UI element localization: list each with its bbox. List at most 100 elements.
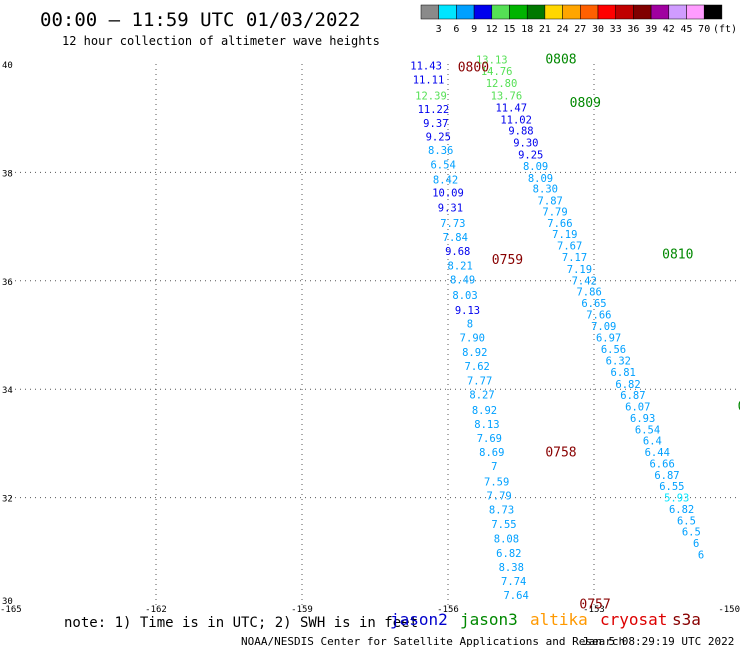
jason3-point-label: 13.13 [476, 55, 508, 67]
jason3-point-label: 12.80 [486, 78, 518, 90]
colorbar-tick-label: 39 [645, 24, 657, 35]
colorbar-swatch [615, 4, 634, 20]
jason2-point-label: 8.08 [494, 533, 519, 545]
jason3-point-label: 8.09 [528, 173, 553, 185]
footer-timestamp: Jan 5 08:29:19 UTC 2022 [582, 635, 734, 648]
time-label: 0810 [662, 248, 693, 263]
jason3-point-label: 14.76 [481, 66, 513, 78]
time-label: 0758 [545, 446, 576, 461]
x-tick-label: -165 [0, 605, 22, 615]
legend-cryosat: cryosat [600, 610, 667, 629]
jason2-point-label: 11.11 [413, 75, 445, 87]
jason2-point-label: 8.36 [428, 145, 453, 157]
jason2-point-label: 8.21 [448, 261, 473, 273]
legend-jason2: jason2 [390, 610, 448, 629]
jason2-point-label: 7.69 [477, 433, 502, 445]
x-tick-label: -162 [145, 605, 167, 615]
y-tick-label: 30 [2, 597, 13, 607]
jason3-point-label: 7.67 [557, 241, 582, 253]
colorbar-tick-label: 21 [539, 24, 551, 35]
colorbar-tick-label: 15 [503, 24, 515, 35]
jason2-point-label: 8 [467, 319, 473, 331]
jason3-point-label: 6.66 [649, 458, 674, 470]
jason2-point-label: 8.42 [433, 174, 458, 186]
jason3-point-label: 7.87 [538, 196, 563, 208]
jason3-point-label: 6.55 [659, 481, 684, 493]
colorbar-tick-label: 12 [486, 24, 498, 35]
jason3-point-label: 6.5 [677, 515, 696, 527]
jason3-point-label: 9.30 [513, 138, 538, 150]
legend: jason2 jason3 altika cryosat s3a [390, 610, 701, 629]
jason2-point-label: 8.73 [489, 505, 514, 517]
colorbar-swatch [633, 4, 652, 20]
jason3-point-label: 6 [698, 550, 704, 562]
colorbar-swatch [456, 4, 475, 20]
jason2-point-label: 7.62 [465, 361, 490, 373]
jason3-point-label: 6.56 [601, 344, 626, 356]
jason2-point-label: 8.27 [469, 390, 494, 402]
plot-grid [10, 64, 740, 606]
colorbar-tick-label: 18 [521, 24, 533, 35]
colorbar-swatch [438, 4, 457, 20]
chart-subtitle: 12 hour collection of altimeter wave hei… [62, 34, 380, 48]
colorbar-tick-label: 6 [453, 24, 459, 35]
x-tick-label: -150 [718, 605, 740, 615]
colorbar-tick-label: 3 [436, 24, 442, 35]
jason2-point-label: 7.77 [467, 376, 492, 388]
colorbar-swatch [491, 4, 510, 20]
x-axis-ticks: -165 -162 -159 -156 -153 -150 [0, 605, 740, 615]
jason3-point-label: 8.30 [533, 184, 558, 196]
time-label: 0757 [579, 597, 610, 612]
time-label: 08 [738, 399, 740, 414]
colorbar: 3 6 9 12 15 18 21 24 27 30 33 36 39 42 45 70 [420, 4, 723, 35]
colorbar-tick-label: 45 [680, 24, 692, 35]
colorbar-swatch [509, 4, 528, 20]
colorbar-swatch [526, 4, 546, 20]
jason2-point-label: 7.90 [460, 333, 485, 345]
jason3-point-label: 6.5 [682, 527, 701, 539]
jason2-point-label: 8.49 [450, 275, 475, 287]
chart-title: 00:00 – 11:59 UTC 01/03/2022 [40, 9, 360, 31]
footer-note: note: 1) Time is in UTC; 2) SWH is in fe… [64, 615, 418, 631]
jason2-point-label: 9.68 [445, 246, 470, 258]
jason3-point-label: 6.32 [606, 355, 631, 367]
jason2-point-label: 8.03 [452, 290, 477, 302]
colorbar-tick-label: 24 [557, 24, 569, 35]
colorbar-tick-label: 30 [592, 24, 604, 35]
time-labels: 0800 0808 0809 0759 0810 08 0758 0757 [458, 53, 740, 613]
jason2-point-label: 7 [491, 461, 497, 473]
jason3-point-label: 7.42 [572, 275, 597, 287]
colorbar-swatch [473, 4, 493, 20]
colorbar-swatch [650, 4, 670, 20]
jason3-point-label: 13.76 [491, 90, 523, 102]
colorbar-tick-label: 9 [471, 24, 477, 35]
y-tick-label: 34 [2, 386, 13, 396]
x-tick-label: -153 [583, 605, 605, 615]
colorbar-tick-label: 33 [610, 24, 622, 35]
legend-altika: altika [530, 610, 588, 629]
jason2-point-label: 8.92 [472, 405, 497, 417]
colorbar-tick-label: 27 [574, 24, 586, 35]
colorbar-swatch [544, 4, 563, 20]
y-tick-label: 36 [2, 278, 13, 288]
jason2-point-label: 11.43 [410, 61, 442, 73]
jason3-point-label: 11.47 [495, 102, 527, 114]
jason3-point-label: 6.97 [596, 333, 621, 345]
colorbar-tick-label: 70 [698, 24, 710, 35]
jason3-point-label: 6.87 [620, 390, 645, 402]
footer-credit: NOAA/NESDIS Center for Satellite Applica… [241, 635, 625, 648]
jason3-point-label: 7.79 [542, 206, 567, 218]
x-tick-label: -156 [437, 605, 459, 615]
jason2-point-label: 6.82 [496, 548, 521, 560]
jason3-point-label: 6.82 [669, 504, 694, 516]
jason2-point-label: 8.13 [474, 419, 499, 431]
jason2-point-label: 7.79 [486, 490, 511, 502]
colorbar-swatch [580, 4, 599, 20]
jason3-point-label: 11.02 [500, 114, 532, 126]
x-tick-label: -159 [291, 605, 313, 615]
time-label: 0759 [492, 253, 523, 268]
jason3-point-label: 6.82 [615, 379, 640, 391]
jason3-point-label: 7.19 [567, 264, 592, 276]
time-label: 0808 [545, 53, 576, 68]
jason3-point-label: 6.93 [630, 413, 655, 425]
